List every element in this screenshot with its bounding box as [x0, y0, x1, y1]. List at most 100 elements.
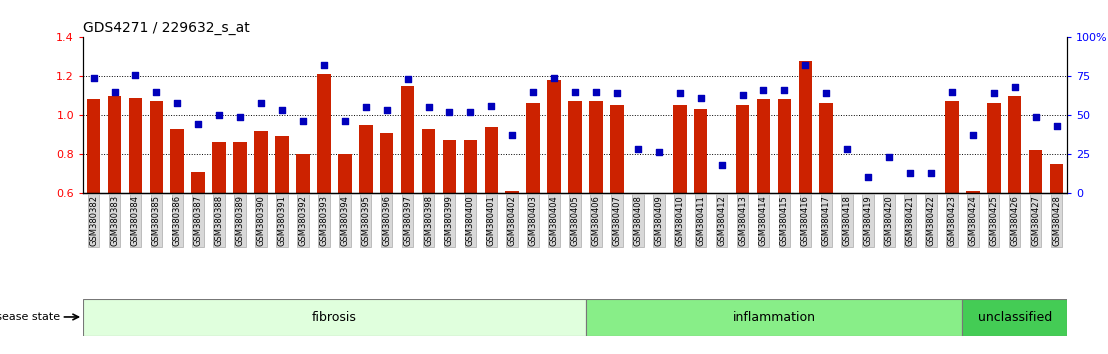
Text: GSM380427: GSM380427 [1032, 195, 1040, 246]
Text: GSM380404: GSM380404 [550, 195, 558, 246]
Bar [987, 103, 1001, 193]
Text: GSM380412: GSM380412 [717, 195, 726, 246]
Text: GSM380425: GSM380425 [989, 195, 998, 246]
Text: GSM380401: GSM380401 [486, 195, 495, 246]
Point [253, 100, 270, 105]
FancyBboxPatch shape [585, 299, 963, 336]
Text: unclassified: unclassified [977, 311, 1051, 324]
Point [901, 170, 919, 176]
Text: GSM380396: GSM380396 [382, 195, 391, 246]
Bar [317, 74, 330, 193]
Bar [380, 133, 393, 193]
Bar [589, 101, 603, 193]
Point [399, 76, 417, 82]
Bar [673, 105, 687, 193]
Text: GSM380388: GSM380388 [215, 195, 224, 246]
Point [462, 109, 480, 115]
Bar [296, 154, 310, 193]
Point [189, 121, 207, 127]
Text: GSM380382: GSM380382 [89, 195, 99, 246]
Point [670, 90, 688, 96]
Bar [401, 86, 414, 193]
Point [378, 108, 396, 113]
Point [880, 154, 897, 160]
Text: GSM380384: GSM380384 [131, 195, 140, 246]
Text: GSM380389: GSM380389 [236, 195, 245, 246]
Text: GSM380387: GSM380387 [194, 195, 203, 246]
Bar [338, 154, 351, 193]
Text: GSM380409: GSM380409 [655, 195, 664, 246]
Text: GSM380394: GSM380394 [340, 195, 349, 246]
Bar [107, 96, 121, 193]
Point [691, 95, 709, 101]
Bar [526, 103, 540, 193]
Point [839, 147, 856, 152]
Text: GSM380392: GSM380392 [298, 195, 307, 246]
Point [211, 112, 228, 118]
Point [566, 89, 584, 95]
Text: GSM380417: GSM380417 [822, 195, 831, 246]
Text: GSM380420: GSM380420 [884, 195, 893, 246]
Text: GSM380423: GSM380423 [947, 195, 956, 246]
Bar [359, 125, 372, 193]
Bar [463, 140, 478, 193]
Text: GSM380424: GSM380424 [968, 195, 977, 246]
Bar [757, 99, 770, 193]
Text: GSM380403: GSM380403 [529, 195, 537, 246]
Bar [1029, 150, 1043, 193]
Point [294, 119, 311, 124]
Text: GSM380400: GSM380400 [465, 195, 475, 246]
Point [1027, 114, 1045, 119]
Text: GSM380399: GSM380399 [445, 195, 454, 246]
Point [357, 104, 375, 110]
Point [482, 103, 500, 109]
Bar [505, 191, 519, 193]
Bar [547, 80, 561, 193]
Point [629, 147, 647, 152]
Point [608, 90, 626, 96]
Text: GSM380386: GSM380386 [173, 195, 182, 246]
Bar [86, 99, 101, 193]
Text: GSM380408: GSM380408 [634, 195, 643, 246]
Text: GSM380416: GSM380416 [801, 195, 810, 246]
Bar [171, 129, 184, 193]
Bar [611, 105, 624, 193]
Text: GSM380410: GSM380410 [675, 195, 685, 246]
Point [712, 162, 730, 168]
Point [1048, 123, 1066, 129]
Text: GSM380383: GSM380383 [110, 195, 119, 246]
Bar [254, 131, 268, 193]
Point [315, 62, 332, 68]
Text: GSM380385: GSM380385 [152, 195, 161, 246]
Text: GSM380390: GSM380390 [257, 195, 266, 246]
Point [650, 150, 668, 155]
Text: GDS4271 / 229632_s_at: GDS4271 / 229632_s_at [83, 21, 249, 35]
Text: GSM380415: GSM380415 [780, 195, 789, 246]
Text: GSM380402: GSM380402 [507, 195, 516, 246]
Text: GSM380411: GSM380411 [696, 195, 705, 246]
Point [336, 119, 353, 124]
Bar [1008, 96, 1022, 193]
Bar [150, 101, 163, 193]
Bar [422, 129, 435, 193]
Text: GSM380405: GSM380405 [571, 195, 579, 246]
Text: GSM380393: GSM380393 [319, 195, 328, 246]
Text: GSM380418: GSM380418 [843, 195, 852, 246]
Point [105, 89, 123, 95]
Bar [234, 142, 247, 193]
Bar [778, 99, 791, 193]
Text: GSM380421: GSM380421 [905, 195, 914, 246]
Bar [652, 193, 666, 215]
Bar [736, 105, 749, 193]
Bar [861, 193, 875, 271]
Point [126, 72, 144, 78]
Bar [715, 193, 728, 241]
Point [587, 89, 605, 95]
Bar [945, 101, 958, 193]
Bar [840, 193, 854, 215]
Point [985, 90, 1003, 96]
Text: GSM380413: GSM380413 [738, 195, 747, 246]
Bar [568, 101, 582, 193]
Bar [275, 137, 289, 193]
Point [503, 132, 521, 138]
